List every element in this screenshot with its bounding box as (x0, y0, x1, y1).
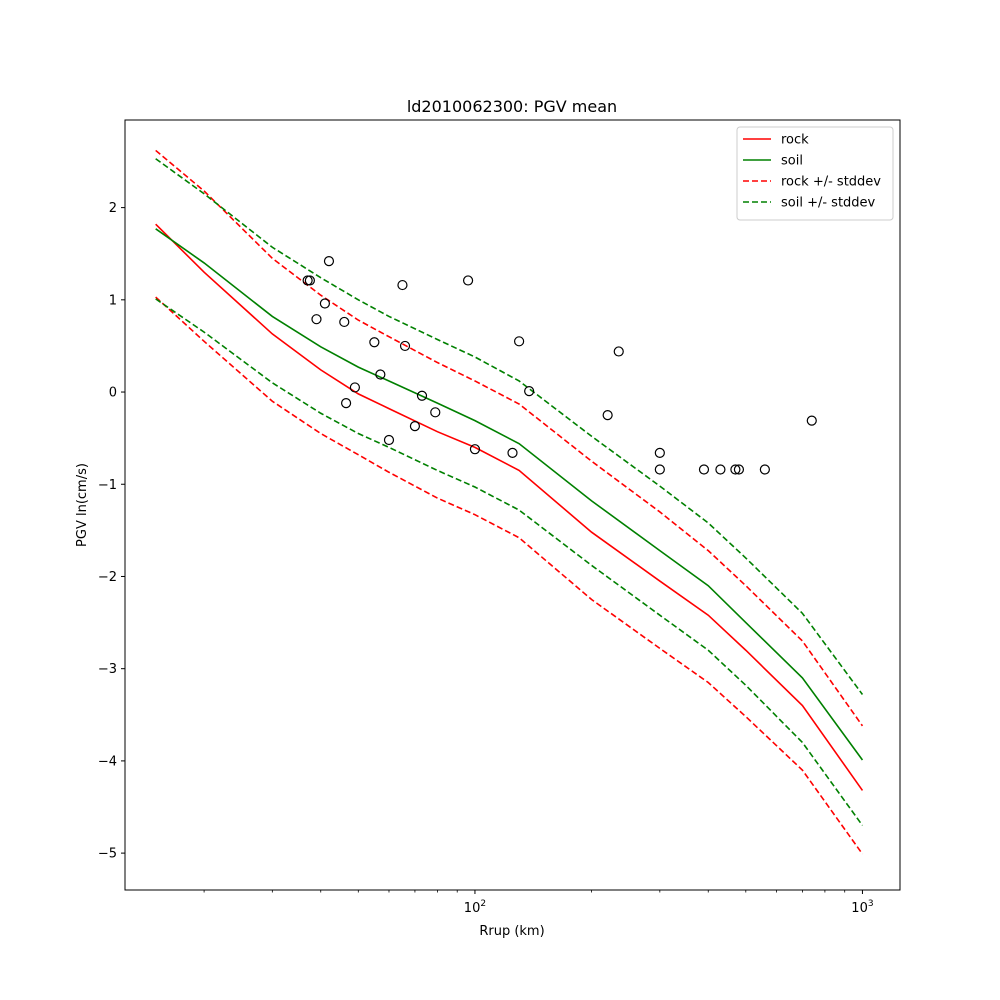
observation-point (806, 415, 817, 426)
series-line-1 (155, 228, 864, 761)
observation-point (399, 340, 411, 352)
series-line-0 (155, 223, 864, 791)
observation-point (613, 346, 624, 357)
observation-point (311, 314, 322, 325)
observation-point (654, 464, 665, 475)
y-tick-label: 0 (109, 386, 117, 401)
series-line-5 (155, 298, 864, 826)
observation-point (369, 337, 380, 348)
y-tick-label: 2 (109, 201, 117, 216)
legend-label: soil +/- stddev (781, 196, 876, 211)
legend-label: soil (781, 154, 803, 169)
series-line-4 (155, 158, 864, 695)
observation-point (319, 298, 330, 309)
observation-point (416, 390, 428, 401)
observation-point (339, 316, 350, 328)
observation-point (730, 464, 741, 475)
observation-point (715, 464, 726, 475)
observation-point (759, 464, 770, 475)
axes-frame (124, 119, 901, 891)
series-line-2 (155, 149, 864, 727)
chart-title: ld2010062300: PGV mean (407, 97, 617, 116)
y-axis-label: PGV ln(cm/s) (75, 463, 90, 547)
legend-box (736, 126, 894, 221)
observation-point (340, 398, 352, 409)
series-line-3 (155, 296, 864, 855)
observation-point (654, 447, 665, 458)
y-tick-label: 1 (109, 293, 117, 308)
observation-point (409, 421, 421, 432)
y-tick-label: −3 (98, 662, 117, 677)
legend: rock soil rock +/- stddev soil +/- stddev (736, 126, 894, 221)
observation-point (602, 409, 613, 421)
observation-point (462, 275, 474, 286)
observation-point (383, 434, 395, 446)
observation-point (469, 444, 481, 455)
legend-label: rock (781, 133, 809, 148)
observation-point (304, 275, 315, 286)
observation-point (733, 464, 745, 475)
observation-point (507, 447, 518, 458)
observation-point (397, 279, 408, 291)
observation-point (513, 336, 525, 347)
plot-area (155, 149, 864, 855)
y-tick-label: −5 (98, 847, 117, 862)
x-axis-label: Rrup (km) (479, 924, 544, 939)
observation-point (698, 464, 710, 475)
y-tick-label: −1 (98, 478, 117, 493)
observation-point (375, 369, 386, 380)
observation-point (524, 386, 535, 397)
observation-point (323, 255, 335, 267)
observation-point (430, 407, 441, 418)
y-tick-label: −2 (98, 570, 117, 585)
y-tick-label: −4 (98, 754, 117, 769)
observation-point (349, 382, 360, 393)
legend-label: rock +/- stddev (781, 175, 881, 190)
